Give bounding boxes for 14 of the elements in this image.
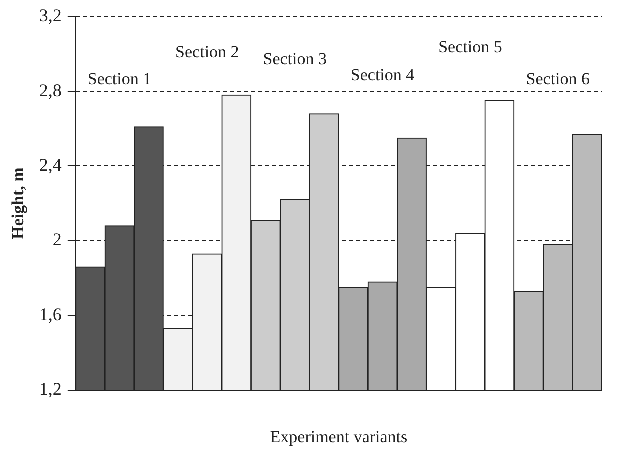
y-tick-label: 2,4	[39, 154, 62, 175]
y-tick-label: 3,2	[39, 6, 62, 26]
annotation: Section 2	[176, 42, 240, 62]
y-tick-label: 1,6	[39, 304, 62, 324]
annotation: Section 5	[438, 37, 502, 56]
y-axis-title: Height, m	[8, 168, 28, 240]
x-axis-title: Experiment variants	[270, 427, 408, 446]
annotation: Section 1	[88, 69, 152, 88]
annotation: Section 3	[263, 49, 327, 68]
annotation: Section 6	[526, 69, 590, 88]
y-tick-label: 2	[52, 230, 62, 250]
y-tick-label: 1,2	[39, 379, 62, 400]
y-tick-label: 2,8	[39, 80, 62, 100]
annotation: Section 4	[350, 65, 416, 84]
